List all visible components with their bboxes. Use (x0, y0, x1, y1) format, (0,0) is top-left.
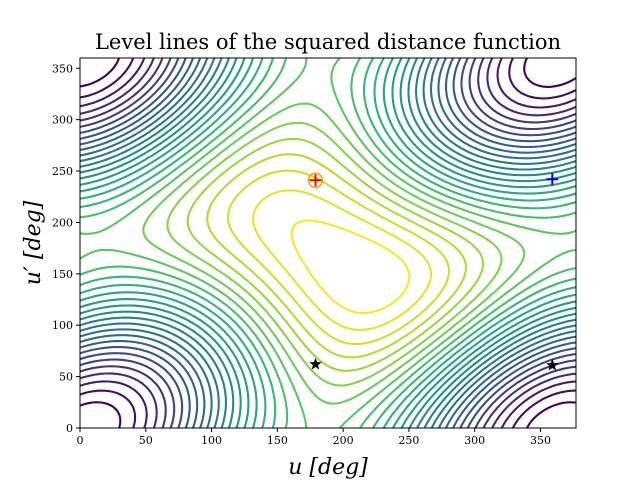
x-tick-label: 250 (398, 434, 419, 447)
y-tick-label: 250 (52, 165, 73, 178)
maximum-marker (309, 174, 322, 187)
contour-level (252, 189, 433, 331)
contour-level (80, 58, 576, 428)
contour-level (80, 58, 576, 428)
y-axis-label: u′ [deg] (21, 200, 46, 285)
contour-level (80, 58, 576, 428)
x-tick-label: 300 (464, 434, 485, 447)
plot-frame (79, 57, 577, 429)
contour-lines (80, 58, 576, 428)
y-tick-label: 150 (52, 268, 73, 281)
x-tick-label: 350 (530, 434, 551, 447)
contour-level (80, 58, 576, 428)
contour-level (80, 58, 576, 428)
y-tick-label: 0 (66, 422, 73, 435)
maximum-marker (546, 173, 559, 186)
saddle-marker (546, 358, 559, 371)
contour-level (80, 58, 576, 428)
chart-title: Level lines of the squared distance func… (95, 30, 561, 54)
contour-level (186, 137, 485, 372)
contour-level (80, 58, 576, 428)
y-tick-label: 50 (59, 371, 73, 384)
contour-level (80, 58, 576, 428)
saddle-marker (309, 357, 322, 370)
maximum-circle (307, 172, 324, 189)
contour-level (80, 58, 576, 428)
contour-level (80, 58, 576, 428)
contour-level (166, 121, 503, 387)
contour-level (80, 58, 576, 428)
contour-level (290, 219, 411, 314)
x-axis-label: u [deg] (288, 455, 368, 480)
y-tick-label: 200 (52, 216, 73, 229)
x-tick-label: 100 (201, 434, 222, 447)
contour-level (142, 102, 526, 405)
y-tick-label: 100 (52, 319, 73, 332)
contour-level (80, 58, 576, 428)
contour-level (80, 58, 576, 428)
x-tick-label: 0 (77, 434, 84, 447)
contour-level (80, 58, 576, 428)
contour-level (80, 58, 576, 428)
contour-level (80, 58, 576, 428)
x-tick-label: 150 (267, 434, 288, 447)
y-tick-label: 300 (52, 114, 73, 127)
x-tick-label: 50 (139, 434, 153, 447)
contour-level (206, 153, 468, 359)
y-axis: 0 50 100 150 200 250 300 350 (52, 62, 80, 435)
contour-level (80, 58, 576, 428)
x-tick-label: 200 (333, 434, 354, 447)
x-axis: 0 50 100 150 200 250 300 350 (77, 428, 551, 447)
markers-layer (307, 172, 559, 371)
contour-level (226, 169, 451, 346)
contour-level (80, 58, 576, 428)
y-tick-label: 350 (52, 62, 73, 75)
contour-level (80, 58, 576, 428)
contour-level (80, 58, 576, 428)
